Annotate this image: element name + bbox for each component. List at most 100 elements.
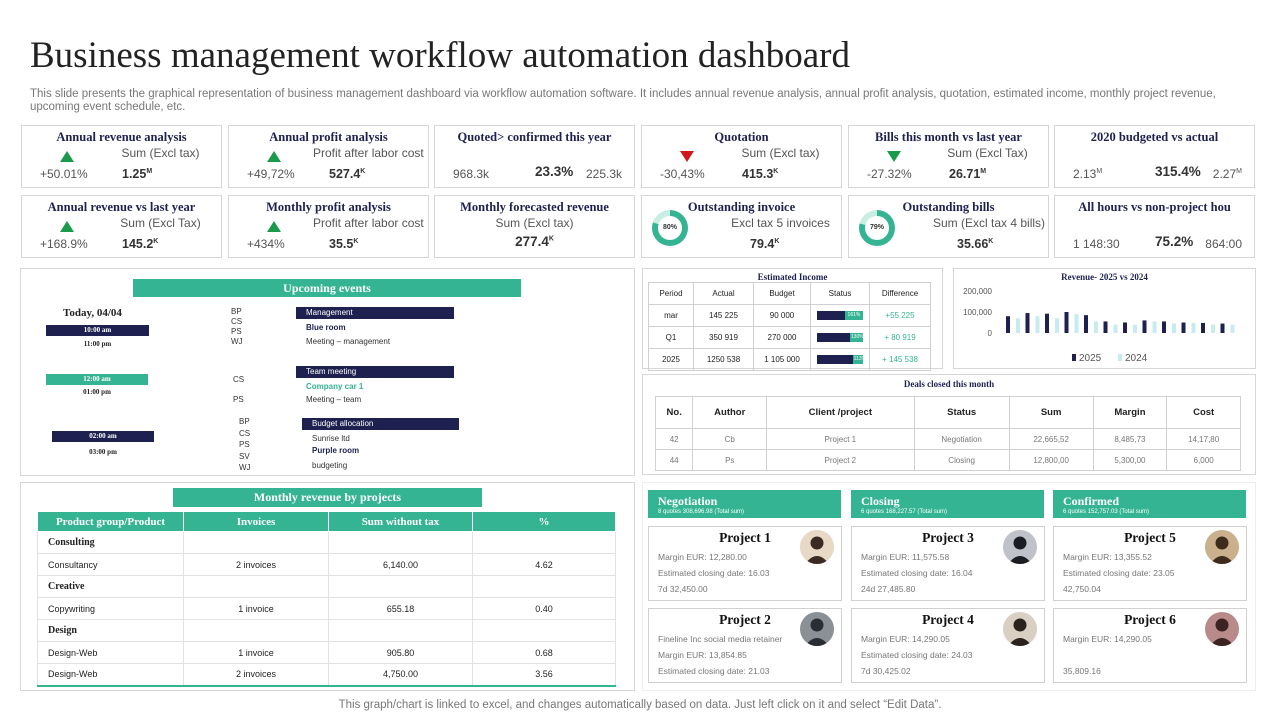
actual-cell: 350 919 xyxy=(693,326,754,349)
pipeline-stage-header[interactable]: Confirmed 6 quotes 152,757.03 (Total sum) xyxy=(1053,490,1246,518)
legend-swatch xyxy=(1118,354,1122,361)
kpi-card[interactable]: Annual profit analysis Profit after labor… xyxy=(228,125,429,188)
kpi-title: Annual profit analysis xyxy=(269,130,388,144)
bar-2025-12 xyxy=(1220,323,1225,333)
project-card[interactable]: Project 4 Margin EUR: 14,290.05 Estimated… xyxy=(851,608,1045,683)
avatar xyxy=(800,612,834,646)
project-name: Project 1 xyxy=(719,530,771,545)
deal-cell: 44 xyxy=(654,449,694,471)
percent-cell: 0.68 xyxy=(472,641,616,664)
kpi-subtitle: Sum (Excl tax) xyxy=(121,146,200,160)
chart-title: Revenue- 2025 vs 2024 xyxy=(1061,272,1148,282)
kpi-card[interactable]: All hours vs non-project hou 1 148:30 75.2… xyxy=(1054,195,1255,258)
event-description: Meeting – management xyxy=(306,337,391,346)
deal-cell: 5,300,00 xyxy=(1092,449,1168,471)
kpi-card[interactable]: Quotation Sum (Excl tax) -30,43% 415.3K xyxy=(641,125,842,188)
event-attendees: BP CS PS WJ xyxy=(231,307,243,346)
actual-cell: 145 225 xyxy=(693,304,754,327)
project-card[interactable]: Project 6 Margin EUR: 14,290.05 35,809.16 xyxy=(1053,608,1247,683)
project-detail: Estimated closing date: 24.03 xyxy=(861,650,973,660)
column-header: Margin xyxy=(1092,396,1168,429)
pipeline-stage-header[interactable]: Negotiation 8 quotes 308,696.98 (Total su… xyxy=(648,490,841,518)
kpi-title: Annual revenue vs last year xyxy=(47,200,196,214)
stage-title: Confirmed xyxy=(1063,494,1119,508)
deal-cell: 14,17,80 xyxy=(1166,428,1241,450)
deals-table: No. Author Client /project Status Sum Margin C… xyxy=(654,396,1241,471)
deal-cell: 8,485,73 xyxy=(1092,428,1168,450)
budget-cell: 90 000 xyxy=(753,304,811,327)
budget-cell: 270 000 xyxy=(753,326,811,349)
kpi-left-value: +49,72% xyxy=(247,167,295,181)
project-detail: 24d 27,485.80 xyxy=(861,584,916,594)
kpi-title: Monthly profit analysis xyxy=(266,200,391,214)
kpi-card[interactable]: Bills this month vs last year Sum (Excl T… xyxy=(848,125,1049,188)
kpi-value: 75.2% xyxy=(1155,234,1194,249)
sum-cell: 4,750.00 xyxy=(328,663,473,687)
bar-2024-8 xyxy=(1152,321,1157,333)
category-cell: Consulting xyxy=(37,531,184,554)
project-detail: 35,809.16 xyxy=(1063,666,1101,676)
progress-donut: 79% xyxy=(859,210,895,246)
kpi-left-value: -27.32% xyxy=(867,167,912,181)
event-category[interactable]: Management xyxy=(296,307,454,319)
bar-2025-10 xyxy=(1181,322,1186,333)
avatar xyxy=(800,530,834,564)
column-header: Invoices xyxy=(183,511,329,532)
bar-2024-7 xyxy=(1133,324,1137,333)
project-detail: Estimated closing date: 21.03 xyxy=(658,666,770,676)
column-header: No. xyxy=(654,396,694,429)
kpi-card[interactable]: Annual revenue vs last year Sum (Excl Tax… xyxy=(21,195,222,258)
project-detail: Estimated closing date: 16.03 xyxy=(658,568,770,578)
invoices-cell: 2 invoices xyxy=(183,553,329,576)
project-card[interactable]: Project 3 Margin EUR: 11,575.58 Estimated… xyxy=(851,526,1045,601)
kpi-subtitle: Sum (Excl tax) xyxy=(495,216,574,230)
kpi-left-value: +434% xyxy=(247,237,285,251)
event-room: Company car 1 xyxy=(306,382,364,391)
kpi-title: Annual revenue analysis xyxy=(56,130,187,144)
table-row: Design xyxy=(37,619,616,642)
table-row: mar 145 225 90 000 161% +55 225 xyxy=(648,304,931,327)
project-card[interactable]: Project 5 Margin EUR: 13,355.52 Estimated… xyxy=(1053,526,1247,601)
column-header: Cost xyxy=(1166,396,1241,429)
bar-2024-2 xyxy=(1035,316,1040,333)
bar-2024-3 xyxy=(1055,318,1059,333)
deal-cell: Cb xyxy=(692,428,768,450)
project-detail: Estimated closing date: 23.05 xyxy=(1063,568,1175,578)
estimated-income-table: Period Actual Budget Status Difference m… xyxy=(648,282,931,371)
bar-2025-3 xyxy=(1045,313,1049,333)
column-header: Budget xyxy=(753,282,811,305)
event-category[interactable]: Budget allocation xyxy=(302,418,459,430)
kpi-card[interactable]: Quoted> confirmed this year 968.3k 23.3% 22… xyxy=(434,125,635,188)
avatar xyxy=(1003,612,1037,646)
pipeline-stage-header[interactable]: Closing 6 quotes 168,227.57 (Total sum) xyxy=(851,490,1044,518)
event-category[interactable]: Team meeting xyxy=(296,366,454,378)
bar-2024-1 xyxy=(1016,318,1020,333)
y-tick-label: 200,000 xyxy=(963,287,992,296)
kpi-card[interactable]: Monthly profit analysis Profit after labo… xyxy=(228,195,429,258)
kpi-card[interactable]: Annual revenue analysis Sum (Excl tax) +50… xyxy=(21,125,222,188)
project-detail: Margin EUR: 11,575.58 xyxy=(861,552,950,562)
project-detail: 42,750.04 xyxy=(1063,584,1101,594)
upcoming-events-title: Upcoming events xyxy=(133,279,521,297)
event-time-start: 02:00 am xyxy=(52,431,154,442)
trend-up-icon xyxy=(267,151,281,162)
kpi-card[interactable]: Monthly forecasted revenue Sum (Excl tax)… xyxy=(434,195,635,258)
project-name: Project 4 xyxy=(922,612,974,627)
kpi-card[interactable]: 2020 budgeted vs actual 2.13M 315.4% 2.27M xyxy=(1054,125,1255,188)
project-name: Project 5 xyxy=(1124,530,1176,545)
event-room: Purple room xyxy=(312,446,360,455)
table-row: Creative xyxy=(37,575,616,598)
legend-swatch xyxy=(1072,354,1076,361)
project-card[interactable]: Project 1 Margin EUR: 12,280.00 Estimated… xyxy=(648,526,842,601)
kpi-subtitle: Sum (Excl Tax) xyxy=(947,146,1028,160)
kpi-card[interactable]: Outstanding invoice 80% Excl tax 5 invoice… xyxy=(641,195,842,258)
event-description: budgeting xyxy=(312,461,348,470)
kpi-card[interactable]: Outstanding bills 79% Sum (Excl tax 4 bill… xyxy=(848,195,1049,258)
event-time-end: 01:00 pm xyxy=(83,388,111,396)
column-header: % xyxy=(472,511,616,532)
project-card[interactable]: Project 2 Fineline Inc social media reta… xyxy=(648,608,842,683)
deal-cell: 42 xyxy=(654,428,694,450)
difference-cell: +55 225 xyxy=(869,304,931,327)
table-row: Design-Web 1 invoice 905.80 0.68 xyxy=(37,641,616,664)
kpi-subtitle: Profit after labor cost xyxy=(313,146,424,160)
